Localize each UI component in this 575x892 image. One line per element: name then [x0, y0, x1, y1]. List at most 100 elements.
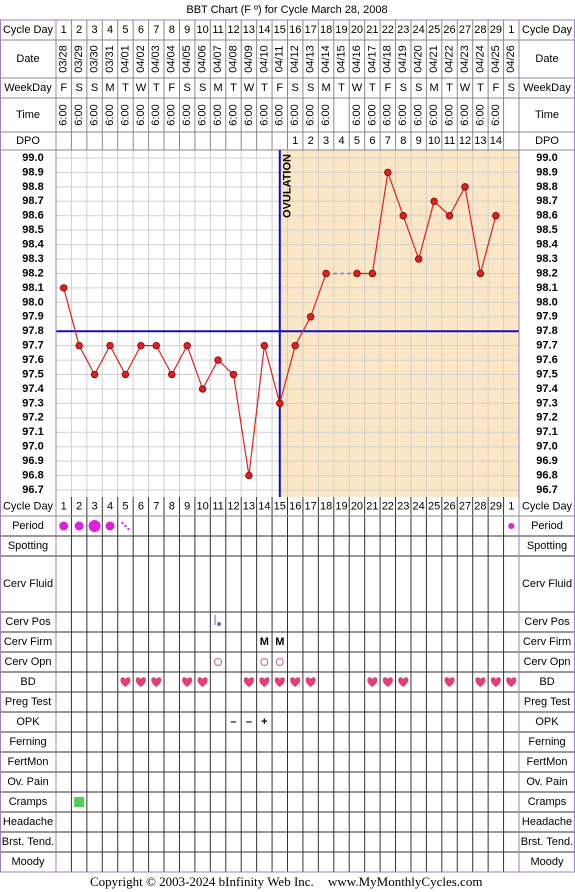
bd-heart	[151, 677, 162, 687]
weekday-cell: S	[508, 82, 515, 94]
bd-heart	[367, 677, 378, 687]
date-cell: 04/15	[335, 45, 347, 73]
categorie-cell: 8	[169, 500, 175, 512]
temperature-point	[461, 183, 469, 191]
row-label: Date	[535, 53, 558, 65]
temperature-point	[229, 370, 238, 379]
bd-heart	[506, 677, 517, 687]
categorie-cell: 2	[76, 24, 82, 36]
bd-heart	[475, 677, 486, 687]
date-cell: 04/26	[505, 45, 517, 73]
categorie-cell: 4	[107, 500, 113, 512]
weekday-cell: F	[60, 82, 67, 94]
temperature-point	[183, 341, 191, 350]
row-label: Headache	[522, 816, 572, 828]
categorie-cell: 18	[320, 24, 332, 36]
time-cell: 6:00	[135, 104, 147, 125]
row-label: Spotting	[527, 540, 567, 552]
time-cell: 6:00	[227, 104, 239, 125]
temperature-point	[291, 341, 299, 350]
date-cell: 04/19	[397, 45, 409, 73]
weekday-cell: S	[400, 82, 407, 94]
row-label: DPO	[535, 135, 559, 147]
temperature-point	[368, 269, 377, 278]
categorie-cell: 8	[169, 24, 175, 36]
row-label: DPO	[16, 135, 40, 147]
date-cell: 04/10	[258, 45, 270, 73]
date-cell: 04/01	[119, 45, 131, 73]
categorie-cell: 3	[92, 24, 98, 36]
chart-title: BBT Chart (F º) for Cycle March 28, 2008	[186, 4, 387, 16]
time-cell: 6:00	[274, 104, 286, 125]
weekday-cell: F	[384, 82, 391, 94]
categorie-cell: 13	[243, 24, 255, 36]
temperature-point	[60, 284, 68, 292]
y-tick-label: 97.9	[536, 311, 557, 323]
categorie-cell: 16	[289, 24, 301, 36]
row-label: Ferning	[9, 736, 46, 748]
categorie-cell: 14	[258, 500, 270, 512]
categorie-cell: 20	[351, 24, 363, 36]
row-text: M	[275, 636, 284, 648]
period-dot	[88, 520, 101, 532]
categorie-cell: 9	[184, 500, 190, 512]
dpo-cell: 1	[292, 135, 298, 147]
row-label: Cerv Fluid	[3, 578, 53, 590]
categorie-cell: 1	[61, 500, 67, 512]
date-cell: 03/30	[88, 45, 100, 73]
weekday-cell: T	[230, 82, 237, 94]
y-tick-label: 98.0	[536, 296, 557, 308]
y-tick-label: 98.8	[22, 181, 43, 193]
categorie-cell: 15	[274, 500, 286, 512]
row-text: +	[261, 716, 267, 728]
y-tick-label: 98.9	[22, 166, 43, 178]
categorie-cell: 17	[305, 24, 317, 36]
row-label: Headache	[3, 816, 53, 828]
y-tick-label: 97.8	[536, 325, 557, 337]
temperature-point	[245, 471, 253, 480]
weekday-cell: T	[477, 82, 484, 94]
row-text: M	[260, 636, 269, 648]
categorie-cell: 17	[305, 500, 317, 512]
categorie-cell: 29	[490, 500, 502, 512]
categorie-cell: 26	[443, 24, 455, 36]
date-cell: 04/03	[150, 45, 162, 73]
y-tick-label: 98.7	[22, 195, 43, 207]
categorie-cell: 4	[107, 24, 113, 36]
bd-heart	[490, 677, 501, 687]
row-label: Period	[12, 520, 44, 532]
categorie-cell: 22	[382, 500, 394, 512]
cervix-open	[275, 658, 284, 666]
y-tick-label: 97.7	[536, 340, 557, 352]
categorie-cell: 23	[397, 24, 409, 36]
date-cell: 03/28	[58, 45, 70, 73]
period-dot	[74, 521, 84, 531]
row-label: Cerv Firm	[523, 636, 571, 648]
categorie-cell: 28	[474, 24, 486, 36]
y-tick-label: 96.7	[22, 484, 43, 496]
row-label: Cycle Day	[522, 24, 573, 36]
row-label: Brst. Tend.	[2, 836, 54, 848]
y-tick-label: 98.4	[22, 239, 44, 251]
date-cell: 04/08	[227, 45, 239, 73]
weekday-cell: F	[276, 82, 283, 94]
categorie-cell: 1	[508, 500, 514, 512]
categorie-cell: 7	[153, 24, 159, 36]
categorie-cell: 7	[153, 500, 159, 512]
date-cell: 04/17	[366, 45, 378, 73]
time-cell: 6:00	[351, 104, 363, 125]
y-tick-label: 97.1	[22, 426, 43, 438]
temperature-point	[75, 341, 83, 350]
cervix-open	[260, 658, 269, 666]
y-tick-label: 97.3	[22, 397, 43, 409]
temperature-point	[445, 212, 454, 220]
time-cell: 6:00	[459, 104, 471, 125]
categorie-cell: 15	[274, 24, 286, 36]
row-label: Cerv Pos	[5, 616, 51, 628]
weekday-cell: S	[415, 82, 422, 94]
row-label: Ferning	[528, 736, 565, 748]
weekday-cell: T	[446, 82, 453, 94]
y-tick-label: 98.2	[536, 267, 557, 279]
bd-heart	[197, 677, 208, 687]
row-label: Date	[16, 53, 39, 65]
